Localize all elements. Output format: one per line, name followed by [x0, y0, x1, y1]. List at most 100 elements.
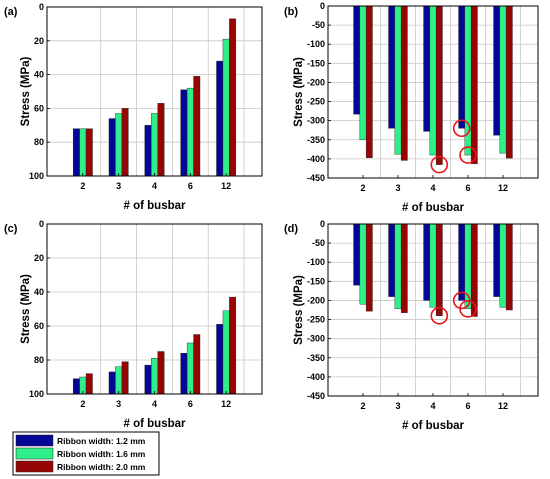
bar — [121, 108, 129, 177]
bar — [365, 223, 373, 312]
y-tick-label: -450 — [307, 391, 325, 401]
bar — [394, 223, 402, 310]
y-tick-label: -400 — [307, 154, 325, 164]
y-tick-label: -350 — [307, 353, 325, 363]
bar — [458, 5, 466, 129]
x-axis-label: # of busbar — [402, 202, 465, 214]
bar — [493, 223, 501, 297]
y-tick-label: 100 — [29, 389, 44, 399]
highlight-circle — [459, 146, 477, 164]
y-tick-label: -250 — [307, 315, 325, 325]
x-tick-label: 12 — [221, 399, 231, 409]
x-tick-label: 4 — [430, 183, 435, 193]
y-tick-label: 60 — [34, 321, 44, 331]
y-axis-label: Stress (MPa) — [293, 57, 305, 127]
chart-panel-b: 0 -50 -100 -150 -200 -250 -300 -350 -400 -450 2 3 4 6… — [284, 1, 539, 214]
chart-panel-a: 0 20 40 60 80 100 2 3 4 6 12 # of busbar Stress (MPa… — [4, 2, 263, 212]
x-tick-label: 4 — [430, 401, 435, 411]
bar — [359, 5, 367, 140]
y-tick-label: 100 — [29, 171, 44, 181]
bar — [499, 223, 507, 308]
bar — [470, 5, 478, 165]
y-tick-label: -150 — [307, 58, 325, 68]
bar — [353, 223, 361, 286]
y-tick-label: -200 — [307, 295, 325, 305]
x-tick-label: 2 — [80, 399, 85, 409]
bar — [394, 5, 402, 155]
bar — [186, 87, 194, 177]
bar — [365, 5, 373, 158]
bar — [423, 223, 431, 301]
chart-panel-c: 0 20 40 60 80 100 2 3 4 6 12 # of busbar Stress (MPa… — [4, 219, 263, 430]
y-tick-label: 0 — [39, 219, 44, 229]
x-tick-label: 12 — [221, 181, 231, 191]
y-tick-label: 40 — [34, 70, 44, 80]
legend-label: Ribbon width: 2.0 mm — [57, 462, 146, 472]
bar — [144, 125, 152, 177]
bar — [229, 18, 237, 177]
y-tick-label: -100 — [307, 39, 325, 49]
bar — [400, 223, 408, 313]
legend-label: Ribbon width: 1.6 mm — [57, 449, 146, 459]
y-tick-label: -50 — [312, 20, 325, 30]
x-axis-label: # of busbar — [402, 420, 465, 432]
highlight-circle — [430, 155, 449, 174]
y-axis-label: Stress (MPa) — [20, 274, 32, 344]
panel-label: (b) — [284, 6, 298, 18]
bar — [85, 128, 93, 177]
y-tick-label: 20 — [34, 253, 44, 263]
bar — [108, 118, 116, 177]
plot-frame — [46, 6, 263, 177]
bar — [193, 334, 201, 395]
y-tick-label: 80 — [34, 137, 44, 147]
x-tick-label: 2 — [360, 401, 365, 411]
bar — [151, 358, 158, 395]
bar — [400, 5, 408, 161]
chart-panel-d: 0 -50 -100 -150 -200 -250 -300 -350 -400 -450 2 3 4 6… — [284, 219, 539, 432]
x-tick-label: 2 — [360, 183, 365, 193]
x-tick-label: 12 — [498, 183, 508, 193]
bar — [429, 223, 437, 308]
y-tick-label: 60 — [34, 103, 44, 113]
legend-swatch — [15, 434, 54, 447]
x-tick-label: 6 — [188, 181, 193, 191]
y-tick-label: 80 — [34, 355, 44, 365]
y-tick-label: -150 — [307, 276, 325, 286]
panel-label: (d) — [284, 223, 298, 235]
bar — [505, 223, 513, 311]
bar — [429, 5, 437, 156]
y-tick-label: 0 — [320, 1, 325, 11]
x-tick-label: 3 — [395, 183, 400, 193]
x-axis-label: # of busbar — [124, 418, 187, 430]
y-tick-label: -350 — [307, 135, 325, 145]
plot-frame — [327, 223, 539, 397]
x-tick-label: 12 — [498, 401, 508, 411]
bar — [458, 223, 466, 301]
panel-label: (a) — [4, 6, 18, 18]
bar — [186, 342, 194, 395]
bar — [151, 113, 158, 177]
y-tick-label: 0 — [320, 219, 325, 229]
y-tick-label: -450 — [307, 173, 325, 183]
bar — [180, 89, 188, 177]
bar — [157, 351, 165, 395]
y-tick-label: -300 — [307, 334, 325, 344]
highlight-circle — [430, 306, 449, 325]
bar — [115, 366, 123, 395]
bar — [85, 373, 93, 395]
y-tick-label: -100 — [307, 257, 325, 267]
x-axis-label: # of busbar — [124, 200, 187, 212]
y-tick-label: -250 — [307, 97, 325, 107]
legend-swatch — [15, 460, 54, 473]
bar — [72, 128, 80, 177]
bar — [222, 310, 230, 395]
bar — [79, 128, 87, 177]
y-tick-label: 20 — [34, 36, 44, 46]
bar — [180, 353, 188, 395]
x-tick-label: 6 — [465, 183, 470, 193]
x-tick-label: 2 — [80, 181, 85, 191]
bar — [216, 324, 224, 395]
bar — [388, 5, 396, 129]
y-axis-label: Stress (MPa) — [293, 275, 305, 345]
